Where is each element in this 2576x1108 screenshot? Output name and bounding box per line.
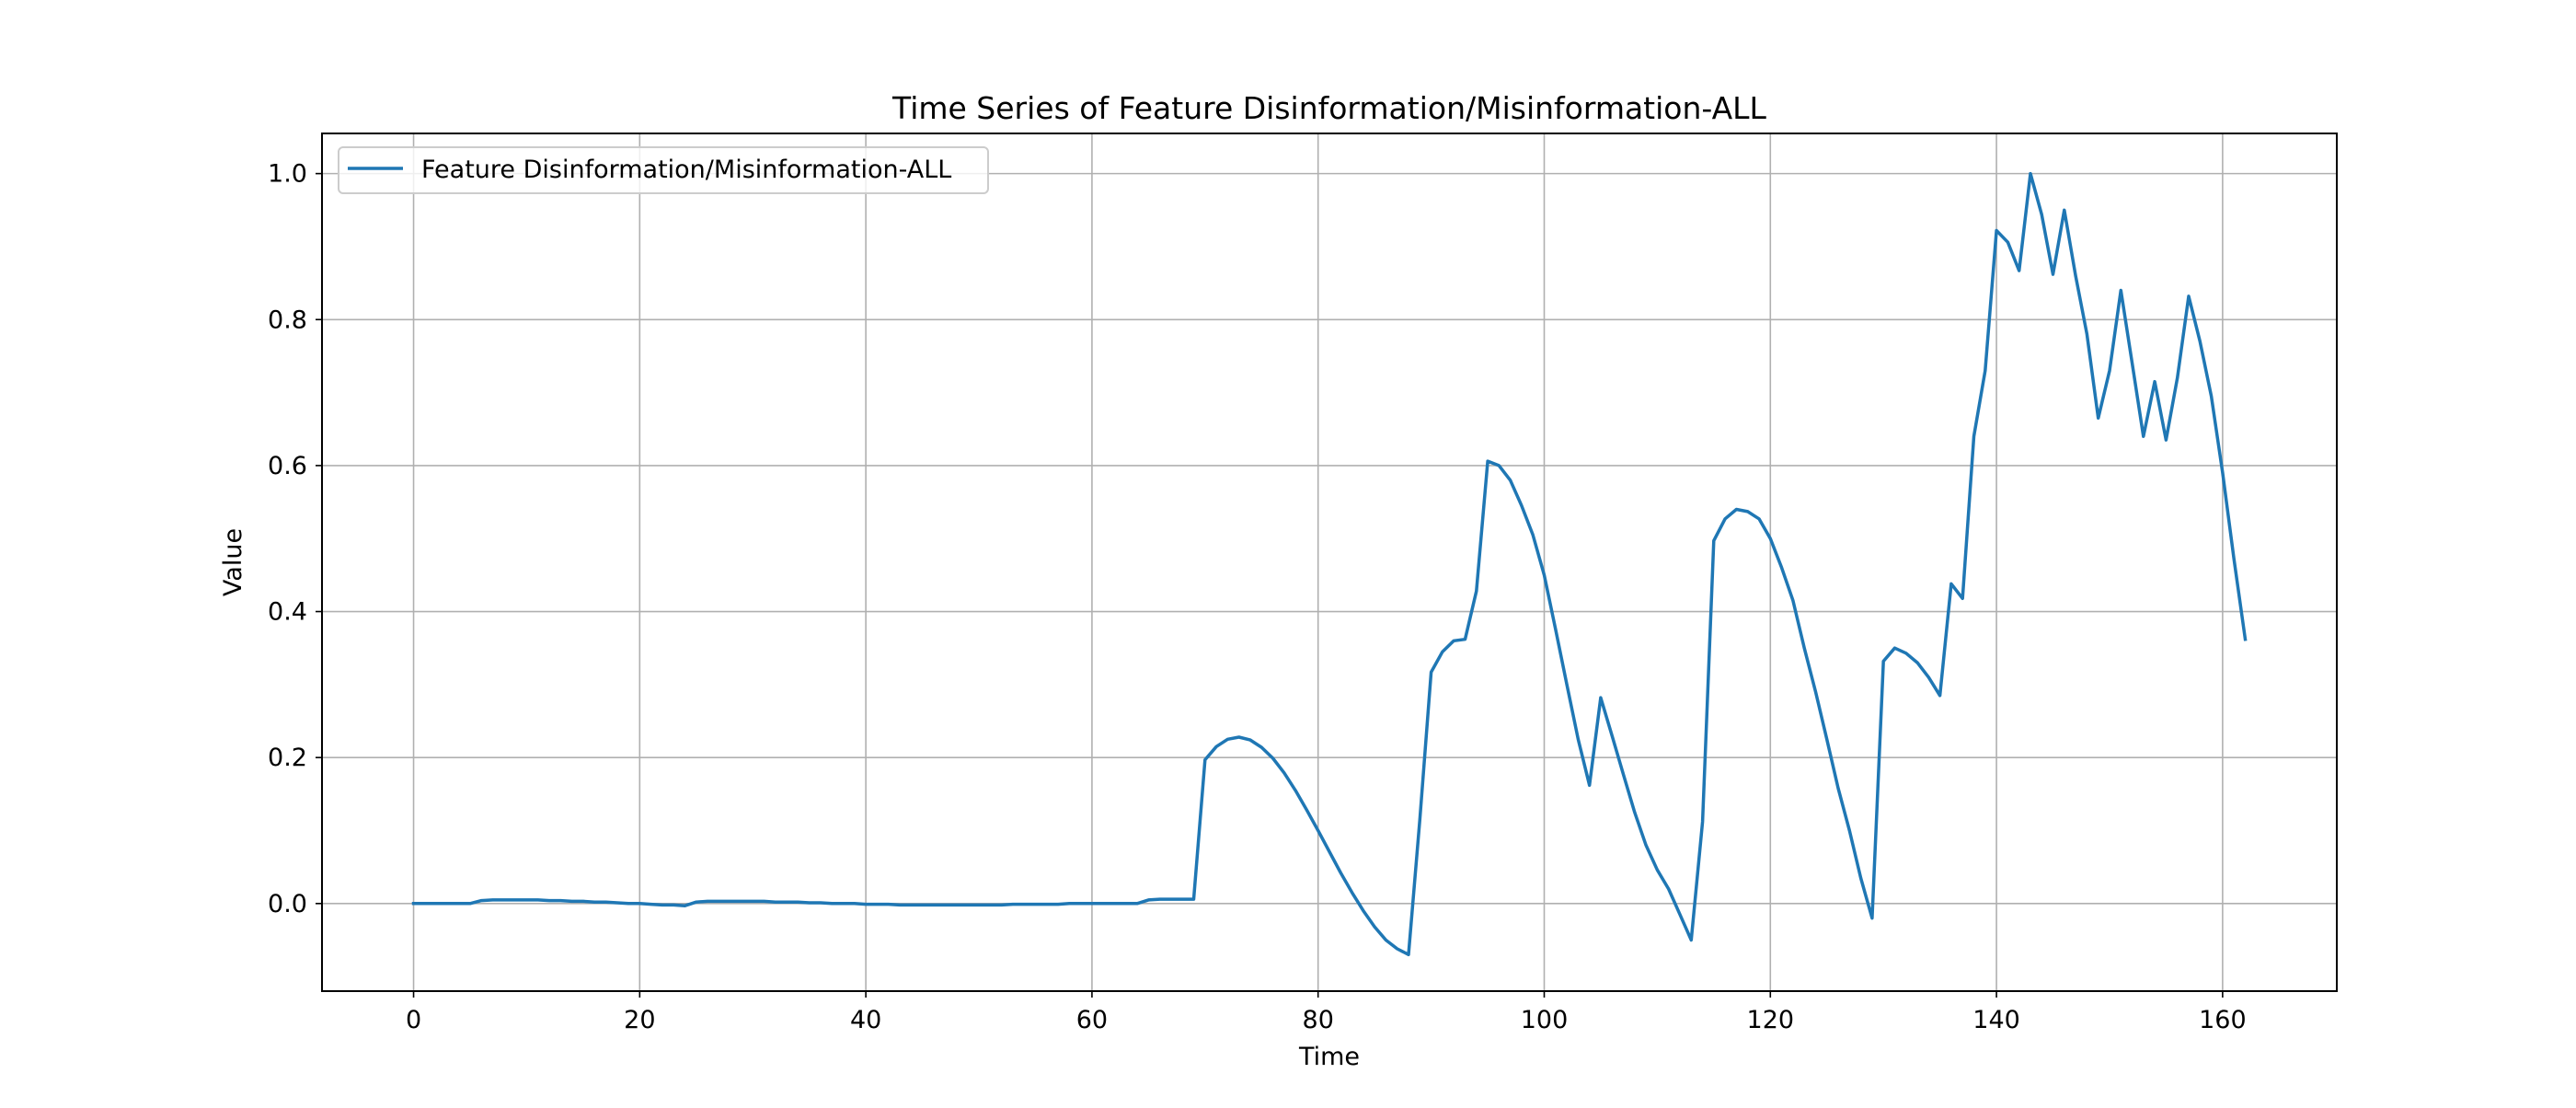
x-axis-label: Time <box>1298 1043 1360 1071</box>
x-tick-label: 80 <box>1303 1006 1334 1034</box>
x-tick-label: 120 <box>1747 1006 1795 1034</box>
series-line <box>411 171 2248 957</box>
legend-entry-label: Feature Disinformation/Misinformation-AL… <box>421 156 951 184</box>
x-tick-label: 160 <box>2199 1006 2247 1034</box>
grid-lines <box>322 133 2337 991</box>
y-tick-label: 0.8 <box>268 306 307 334</box>
x-tick-label: 40 <box>850 1006 881 1034</box>
x-tick-label: 100 <box>1521 1006 1569 1034</box>
y-tick-label: 0.6 <box>268 452 307 480</box>
series-layer <box>411 171 2248 957</box>
y-tick-label: 0.0 <box>268 890 307 918</box>
x-tick-label: 20 <box>624 1006 655 1034</box>
plot-area-frame <box>321 133 2338 992</box>
y-tick-label: 0.2 <box>268 744 307 772</box>
x-tick-label: 140 <box>1972 1006 2020 1034</box>
x-tick-label: 0 <box>406 1006 421 1034</box>
legend: Feature Disinformation/Misinformation-AL… <box>338 146 989 194</box>
legend-box <box>338 146 989 194</box>
y-tick-label: 0.4 <box>268 598 307 627</box>
x-tick-label: 60 <box>1076 1006 1108 1034</box>
chart-title: Time Series of Feature Disinformation/Mi… <box>891 90 1766 126</box>
axis-ticks: 0 20 40 60 80 100 120 140 160 0.0 0.2 0.4 0.6 0.8 1.0 <box>268 160 2247 1034</box>
y-tick-label: 1.0 <box>268 160 307 189</box>
y-axis-label: Value <box>219 528 247 596</box>
